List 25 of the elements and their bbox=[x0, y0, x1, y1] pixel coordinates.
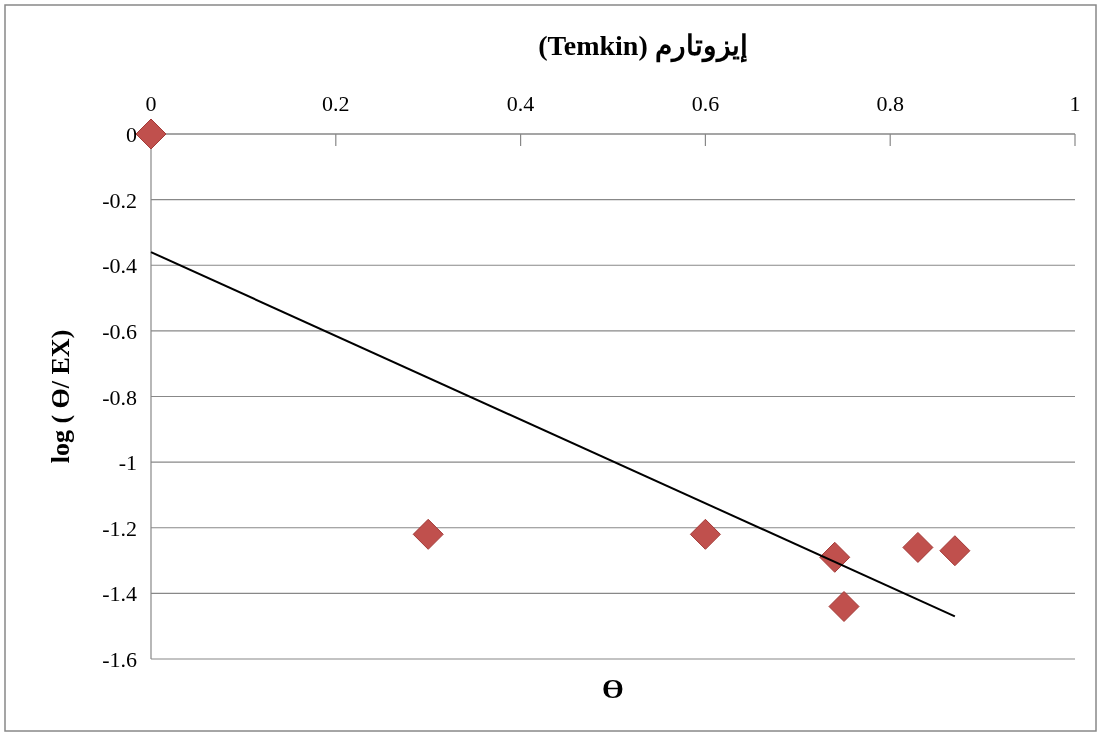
chart-title: إيزوتارم (Temkin) bbox=[538, 30, 748, 63]
point bbox=[828, 591, 860, 622]
x-tick-label: 0.2 bbox=[322, 91, 350, 116]
y-tick-label: -1.6 bbox=[102, 647, 137, 672]
point bbox=[902, 531, 934, 563]
point bbox=[135, 118, 167, 150]
x-tick-label: 0.6 bbox=[691, 91, 720, 116]
y-tick-label: 0 bbox=[126, 122, 137, 147]
y-tick-label: -1.4 bbox=[102, 581, 137, 607]
y-tick-label: -0.8 bbox=[102, 384, 137, 410]
point bbox=[412, 518, 444, 550]
point bbox=[939, 535, 971, 567]
y-axis-title: log ( ϴ/ EX) bbox=[46, 329, 75, 464]
x-axis-title: ϴ bbox=[602, 673, 624, 704]
y-tick-label: -0.4 bbox=[102, 253, 137, 279]
x-tick-label: 0.8 bbox=[876, 91, 904, 116]
point bbox=[819, 541, 851, 573]
y-tick-label: -1.2 bbox=[102, 515, 137, 541]
x-tick-label: 1 bbox=[1069, 91, 1081, 116]
x-tick-label: 0 bbox=[145, 91, 157, 116]
y-tick-label: -0.6 bbox=[102, 318, 137, 344]
x-tick-label: 0.4 bbox=[506, 91, 535, 116]
point bbox=[689, 518, 721, 550]
y-tick-label: -1 bbox=[118, 450, 137, 476]
y-tick-label: -0.2 bbox=[102, 187, 137, 213]
